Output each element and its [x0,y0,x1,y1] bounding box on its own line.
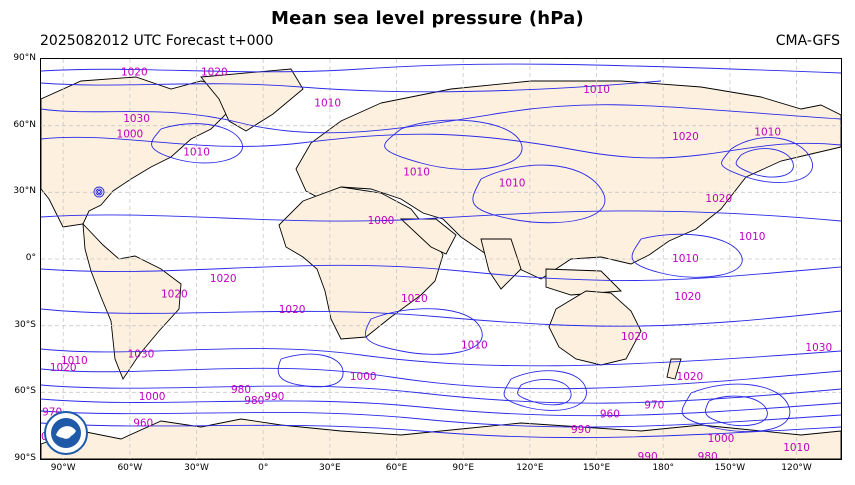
graticule [41,59,841,459]
contour-label: 1020 [401,293,428,305]
contour-label: 1020 [210,273,237,285]
contour-label: 960 [133,417,153,429]
contour-label: 1010 [672,253,699,265]
longitude-tick-label: 90°W [50,463,76,473]
forecast-run-label: 2025082012 UTC Forecast t+000 [40,33,274,49]
longitude-tick-label: 150°E [582,463,611,473]
contour-label: 1030 [128,349,155,361]
longitude-tick-label: 30°W [184,463,209,473]
contour-label: 1010 [461,340,488,352]
isobar-contours [40,63,842,439]
latitude-tick-label: 30°N [13,186,36,197]
contour-label: 1010 [403,166,430,178]
contour-label: 1020 [674,291,701,303]
latitude-tick-label: 60°N [13,119,36,130]
contour-label: 1010 [783,442,810,454]
longitude-tick-label: 60°E [385,463,408,473]
contour-label: 1020 [621,331,648,343]
contour-label: 1020 [677,371,704,383]
longitude-tick-label: 120°E [516,463,544,473]
contour-label: 1020 [201,66,228,78]
contour-label: 980 [698,451,718,459]
contour-label: 1030 [805,342,832,354]
longitude-tick-label: 150°W [714,463,746,473]
contour-label: 1010 [583,84,610,96]
map-panel[interactable]: 1020 1020 1010 1030 1020 1010 1000 1010 1010 1010… [28,58,842,463]
longitude-tick-label: 30°E [319,463,341,473]
latitude-tick-label: 60°S [14,386,36,397]
contour-label: 980 [244,395,264,407]
contour-label: 1020 [121,66,148,78]
cma-logo-icon [44,411,88,455]
latitude-tick-label: 90°N [13,53,36,63]
contour-label: 1000 [139,391,166,403]
contour-label: 990 [638,451,658,459]
contour-label: 990 [264,391,284,403]
contour-label: 990 [571,424,591,436]
contour-label: 1020 [279,304,306,316]
longitude-tick-label: 90°E [452,463,475,473]
land-masses [40,68,842,460]
latitude-tick-label: 90°S [14,453,36,463]
contour-label: 1010 [61,355,88,367]
longitude-tick-label: 60°W [117,463,143,473]
contour-label: 1030 [123,113,150,125]
contour-label: 1020 [672,131,699,143]
contour-label: 1010 [183,146,210,158]
contour-label: 1020 [50,362,77,374]
longitude-tick-label: 0° [258,463,269,473]
longitude-tick-label: 180° [652,463,675,473]
contour-label: 960 [600,409,620,421]
contour-label: 1000 [708,433,735,445]
contour-label: 970 [644,400,664,412]
contour-label: 1010 [739,231,766,243]
contour-label: 1000 [350,371,377,383]
contour-label: 1010 [499,177,526,189]
contour-label: 1000 [117,129,144,141]
latitude-tick-label: 30°S [14,319,36,330]
chart-title: Mean sea level pressure (hPa) [271,8,584,29]
contour-label: 1000 [368,215,395,227]
contour-label: 980 [231,384,251,396]
latitude-tick-label: 0° [25,253,36,263]
contour-label: 1020 [161,289,188,301]
contour-label: 1020 [705,193,732,205]
contour-label: 1010 [754,126,781,138]
contour-label: 1010 [314,97,341,109]
model-name-label: CMA-GFS [775,33,840,49]
longitude-tick-label: 120°W [781,463,812,473]
